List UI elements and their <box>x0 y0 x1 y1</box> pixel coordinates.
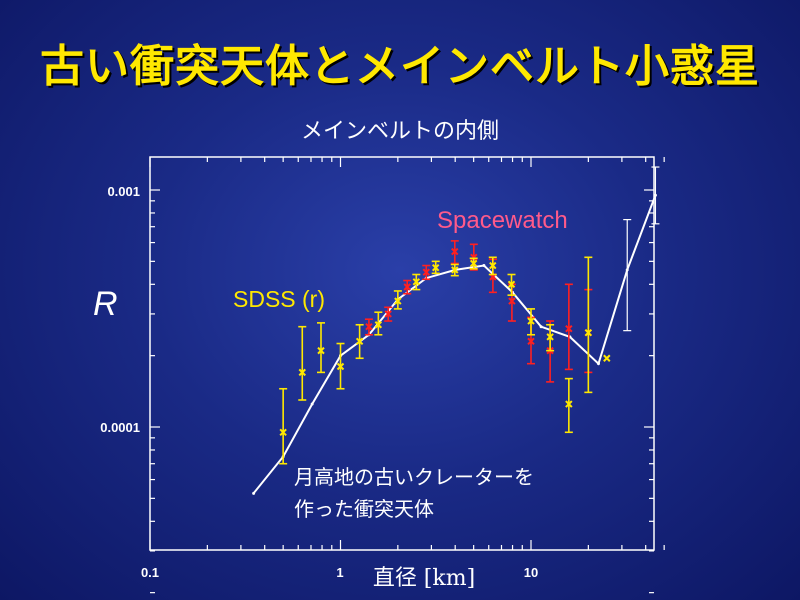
spacewatch-point-3 <box>422 268 430 276</box>
model-point-0 <box>252 491 256 495</box>
model-point-13 <box>625 268 629 272</box>
sdss-point-1 <box>298 368 306 377</box>
spacewatch-point-10 <box>565 324 573 333</box>
spacewatch-series <box>364 240 593 383</box>
model-line <box>252 194 657 494</box>
slide-title: 古い衝突天体とメインベルト小惑星 <box>40 41 760 92</box>
sdss-point-3 <box>336 362 345 371</box>
spacewatch-point-4 <box>451 247 459 256</box>
x-axis-label: 直径 [km] <box>373 566 475 591</box>
y-tick-label-0.001: 0.001 <box>107 184 140 199</box>
sdss-point-7 <box>412 278 421 286</box>
sdss-point-4 <box>355 337 364 345</box>
model-point-14 <box>653 193 657 197</box>
spacewatch-point-2 <box>403 283 411 291</box>
axis-ticks <box>149 157 665 594</box>
y-tick-label-0.0001: 0.0001 <box>100 420 140 435</box>
sdss-point-6 <box>394 297 402 305</box>
sdss-point-2 <box>317 346 325 355</box>
spacewatch-point-8 <box>527 337 535 345</box>
spacewatch-point-1 <box>384 310 392 318</box>
sdss-point-8 <box>431 264 440 272</box>
model-point-10 <box>539 325 543 329</box>
spacewatch-label: Spacewatch <box>437 207 568 234</box>
y-axis-label: R <box>93 285 118 323</box>
sdss-point-11 <box>489 261 497 270</box>
sdss-series <box>279 256 611 465</box>
sdss-point-14 <box>546 333 554 341</box>
axis-tick-labels: 0.1 1 10 0.0001 0.001 <box>100 184 538 580</box>
model-point-2 <box>310 402 314 406</box>
sdss-point-9 <box>451 266 459 274</box>
annotation-line-2: 作った衝突天体 <box>294 497 434 521</box>
model-point-12 <box>596 362 600 366</box>
sdss-point-5 <box>374 321 383 329</box>
sdss-point-17 <box>603 354 611 362</box>
sdss-point-16 <box>584 328 593 337</box>
plot-frame <box>149 156 655 551</box>
sdss-point-15 <box>565 400 573 408</box>
x-tick-label-10: 10 <box>524 565 538 580</box>
sdss-point-12 <box>507 280 516 289</box>
sdss-point-13 <box>527 317 535 325</box>
model-point-8 <box>482 264 486 268</box>
annotation-line-1: 月高地の古いクレーターを <box>294 465 534 489</box>
x-tick-label-0.1: 0.1 <box>141 565 159 580</box>
sdss-point-10 <box>469 259 478 268</box>
sdss-point-0 <box>279 428 287 436</box>
spacewatch-point-5 <box>470 253 478 262</box>
sdss-label: SDSS (r) <box>233 286 325 312</box>
plot-title: メインベルトの内側 <box>300 119 499 144</box>
spacewatch-point-0 <box>365 322 373 331</box>
x-tick-label-1: 1 <box>336 565 343 580</box>
spacewatch-point-7 <box>508 297 516 305</box>
